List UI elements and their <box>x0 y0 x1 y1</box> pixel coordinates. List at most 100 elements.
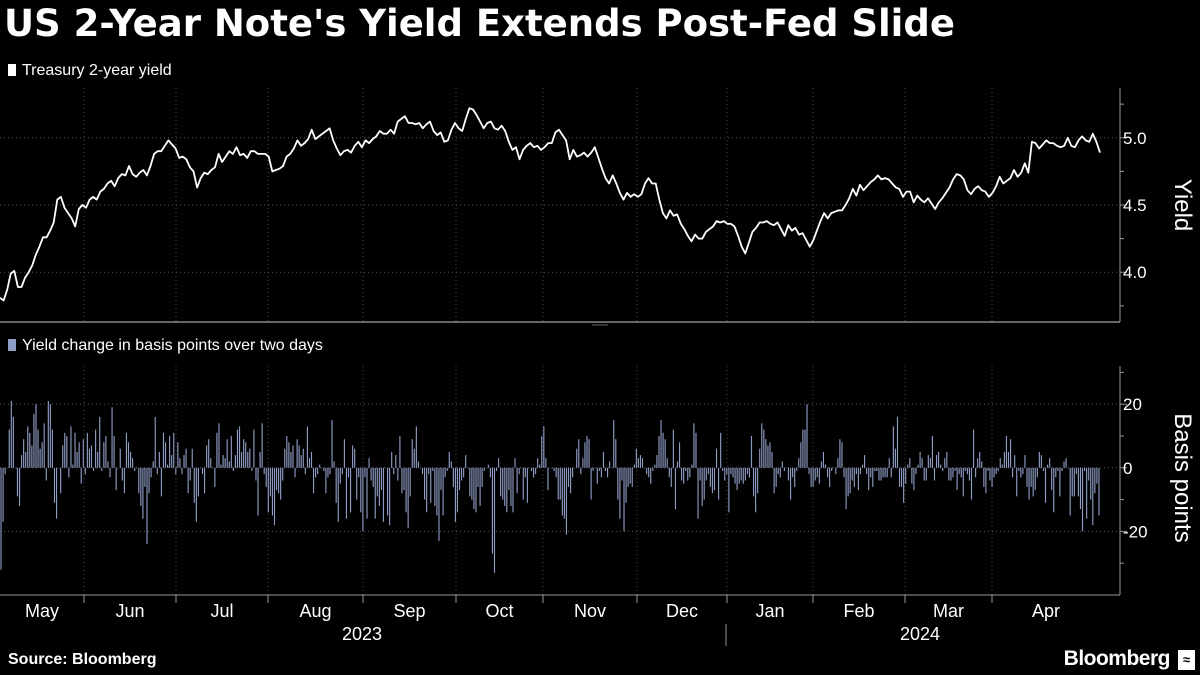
month-label: Sep <box>393 601 425 621</box>
bps-bar <box>1092 467 1094 526</box>
bps-bar <box>1051 467 1053 491</box>
bps-bar <box>901 467 903 487</box>
month-label: Apr <box>1032 601 1060 621</box>
bps-bar <box>779 467 781 478</box>
bps-bar <box>983 467 985 487</box>
bps-legend-label: Yield change in basis points over two da… <box>22 337 323 354</box>
bps-bar <box>247 451 249 468</box>
bps-bar <box>397 467 399 481</box>
bps-bar <box>121 467 123 481</box>
bps-bar <box>255 467 257 481</box>
bps-bar <box>792 467 794 478</box>
bps-bar <box>890 467 892 478</box>
bps-bar <box>964 467 966 471</box>
bps-bar <box>942 467 944 471</box>
bps-bar <box>405 467 407 513</box>
bps-bar <box>637 458 639 468</box>
bps-bar <box>495 467 498 471</box>
bps-bar <box>101 467 103 471</box>
bps-bar <box>226 439 228 468</box>
bps-bar <box>88 448 90 468</box>
bps-bar <box>925 467 927 481</box>
bps-bar <box>991 467 993 487</box>
bps-bar <box>1055 467 1057 478</box>
bps-bar <box>759 448 761 468</box>
bps-bar <box>594 467 596 469</box>
bps-bar <box>713 467 716 491</box>
bps-bar <box>915 467 917 475</box>
bps-bar <box>537 458 539 468</box>
bps-bar <box>757 467 759 494</box>
bps-bar <box>1088 467 1090 481</box>
bps-bar <box>125 432 128 468</box>
bps-bar <box>586 436 588 468</box>
bps-bar <box>1069 467 1071 516</box>
bps-bar <box>60 467 62 494</box>
bps-bar <box>572 467 574 478</box>
month-label: Jun <box>115 601 144 621</box>
bps-bar <box>280 467 282 500</box>
bps-bar <box>206 445 208 468</box>
bps-bar <box>308 458 310 468</box>
bps-bar <box>526 467 528 503</box>
bps-bar <box>1034 467 1036 491</box>
bps-bar <box>940 464 942 468</box>
bps-bar <box>1098 467 1100 516</box>
bps-bar <box>327 467 329 478</box>
bps-bar <box>376 467 378 497</box>
bps-bar <box>234 455 236 468</box>
bps-bar <box>354 448 356 468</box>
month-label: Nov <box>574 601 606 621</box>
bps-bar <box>382 467 385 522</box>
bps-bar <box>222 455 224 468</box>
bps-bar <box>697 467 699 519</box>
bps-bar <box>658 436 660 468</box>
bps-bar <box>68 467 70 478</box>
bps-bar <box>650 467 652 484</box>
bps-bar <box>886 467 888 478</box>
bps-bar <box>999 458 1001 468</box>
bps-bar <box>72 464 74 468</box>
bps-bar <box>6 467 8 469</box>
bps-bar <box>631 467 633 487</box>
bps-bar <box>134 467 136 471</box>
bps-bar <box>90 445 93 468</box>
bps-bar <box>746 467 748 475</box>
bps-bar <box>436 467 438 516</box>
bps-bar <box>808 467 810 475</box>
bps-bar <box>204 467 206 494</box>
yield-panel-grid <box>0 88 1120 322</box>
bps-bar <box>18 467 21 506</box>
month-label: Dec <box>666 601 698 621</box>
bps-bar <box>393 467 395 475</box>
bps-bar <box>695 432 697 468</box>
bps-bar <box>434 467 436 506</box>
bps-bar <box>362 467 364 532</box>
bps-bar <box>389 467 391 526</box>
bps-bar <box>514 458 516 468</box>
bps-bar <box>794 467 796 487</box>
bps-bar <box>452 467 454 487</box>
bps-bar <box>750 436 753 468</box>
bps-bar <box>752 467 755 497</box>
bps-bar <box>352 445 354 468</box>
bps-bar <box>350 467 352 513</box>
bps-bar <box>796 467 798 471</box>
bps-bar <box>685 467 687 471</box>
bps-bar <box>802 429 804 468</box>
bps-bar <box>306 426 308 468</box>
bps-bar <box>977 458 979 468</box>
bps-bar <box>989 467 991 481</box>
bps-bar <box>773 467 775 494</box>
month-label: Mar <box>933 601 964 621</box>
bps-bar <box>790 467 792 500</box>
bps-bar <box>440 467 442 491</box>
bps-bar <box>47 401 49 468</box>
bps-bar <box>1053 467 1055 513</box>
bps-bar <box>625 467 627 503</box>
bps-bar <box>333 461 335 468</box>
bps-bar <box>8 429 10 468</box>
bps-bar <box>738 467 740 484</box>
bps-bar <box>263 467 265 475</box>
month-label: May <box>25 601 59 621</box>
